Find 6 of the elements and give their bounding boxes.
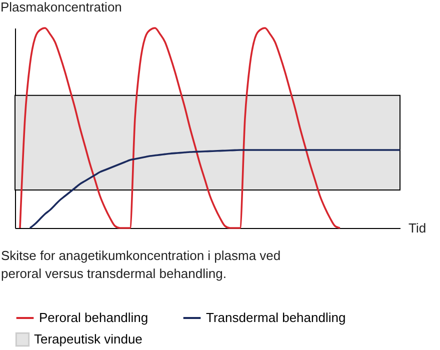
legend-label: Transdermal behandling	[206, 310, 346, 325]
legend-label: Peroral behandling	[39, 310, 148, 325]
text: Skitse for anagetikumkoncentration i plasma ved peroral versus transdermal behandling.	[1, 248, 281, 281]
y-axis-title: Plasmakoncentration	[0, 0, 122, 14]
x-axis-title: Tid	[408, 220, 426, 236]
legend-label: Terapeutisk vindue	[34, 332, 142, 346]
